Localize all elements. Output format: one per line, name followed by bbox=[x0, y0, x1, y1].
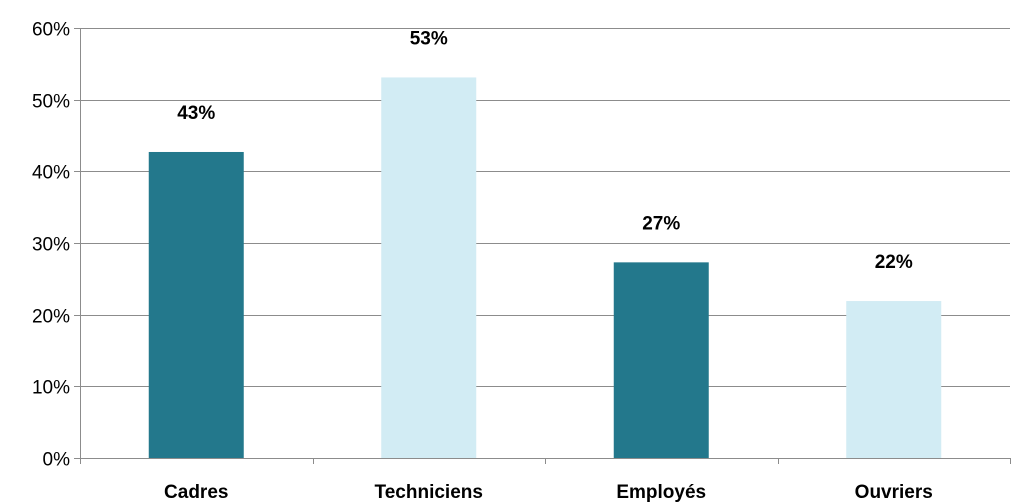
bars bbox=[148, 77, 942, 458]
x-category-label: Ouvriers bbox=[855, 482, 933, 503]
data-label: 22% bbox=[875, 252, 913, 273]
bar-cadres bbox=[148, 151, 244, 458]
x-category-label: Cadres bbox=[164, 482, 228, 503]
y-tick-label: 20% bbox=[32, 307, 70, 328]
data-labels: 43% 53% 27% 22% bbox=[177, 28, 913, 273]
x-category-label: Employés bbox=[616, 482, 706, 503]
y-tick-label: 0% bbox=[43, 450, 71, 471]
bar-employés bbox=[613, 262, 709, 458]
x-category-label: Techniciens bbox=[375, 482, 483, 503]
y-tick-label: 50% bbox=[32, 92, 70, 113]
data-label: 27% bbox=[642, 213, 680, 234]
data-label: 53% bbox=[410, 28, 448, 49]
data-label: 43% bbox=[177, 103, 215, 124]
bar-techniciens bbox=[381, 77, 477, 458]
y-tick-label: 40% bbox=[32, 163, 70, 184]
y-tick-label: 10% bbox=[32, 378, 70, 399]
bar-ouvriers bbox=[846, 301, 942, 458]
y-tick-label: 30% bbox=[32, 235, 70, 256]
axes bbox=[74, 28, 1011, 464]
y-tick-labels: 0% 10% 20% 30% 40% 50% 60% bbox=[32, 20, 70, 471]
x-category-labels: Cadres Techniciens Employés Ouvriers bbox=[164, 482, 933, 503]
y-tick-label: 60% bbox=[32, 20, 70, 41]
